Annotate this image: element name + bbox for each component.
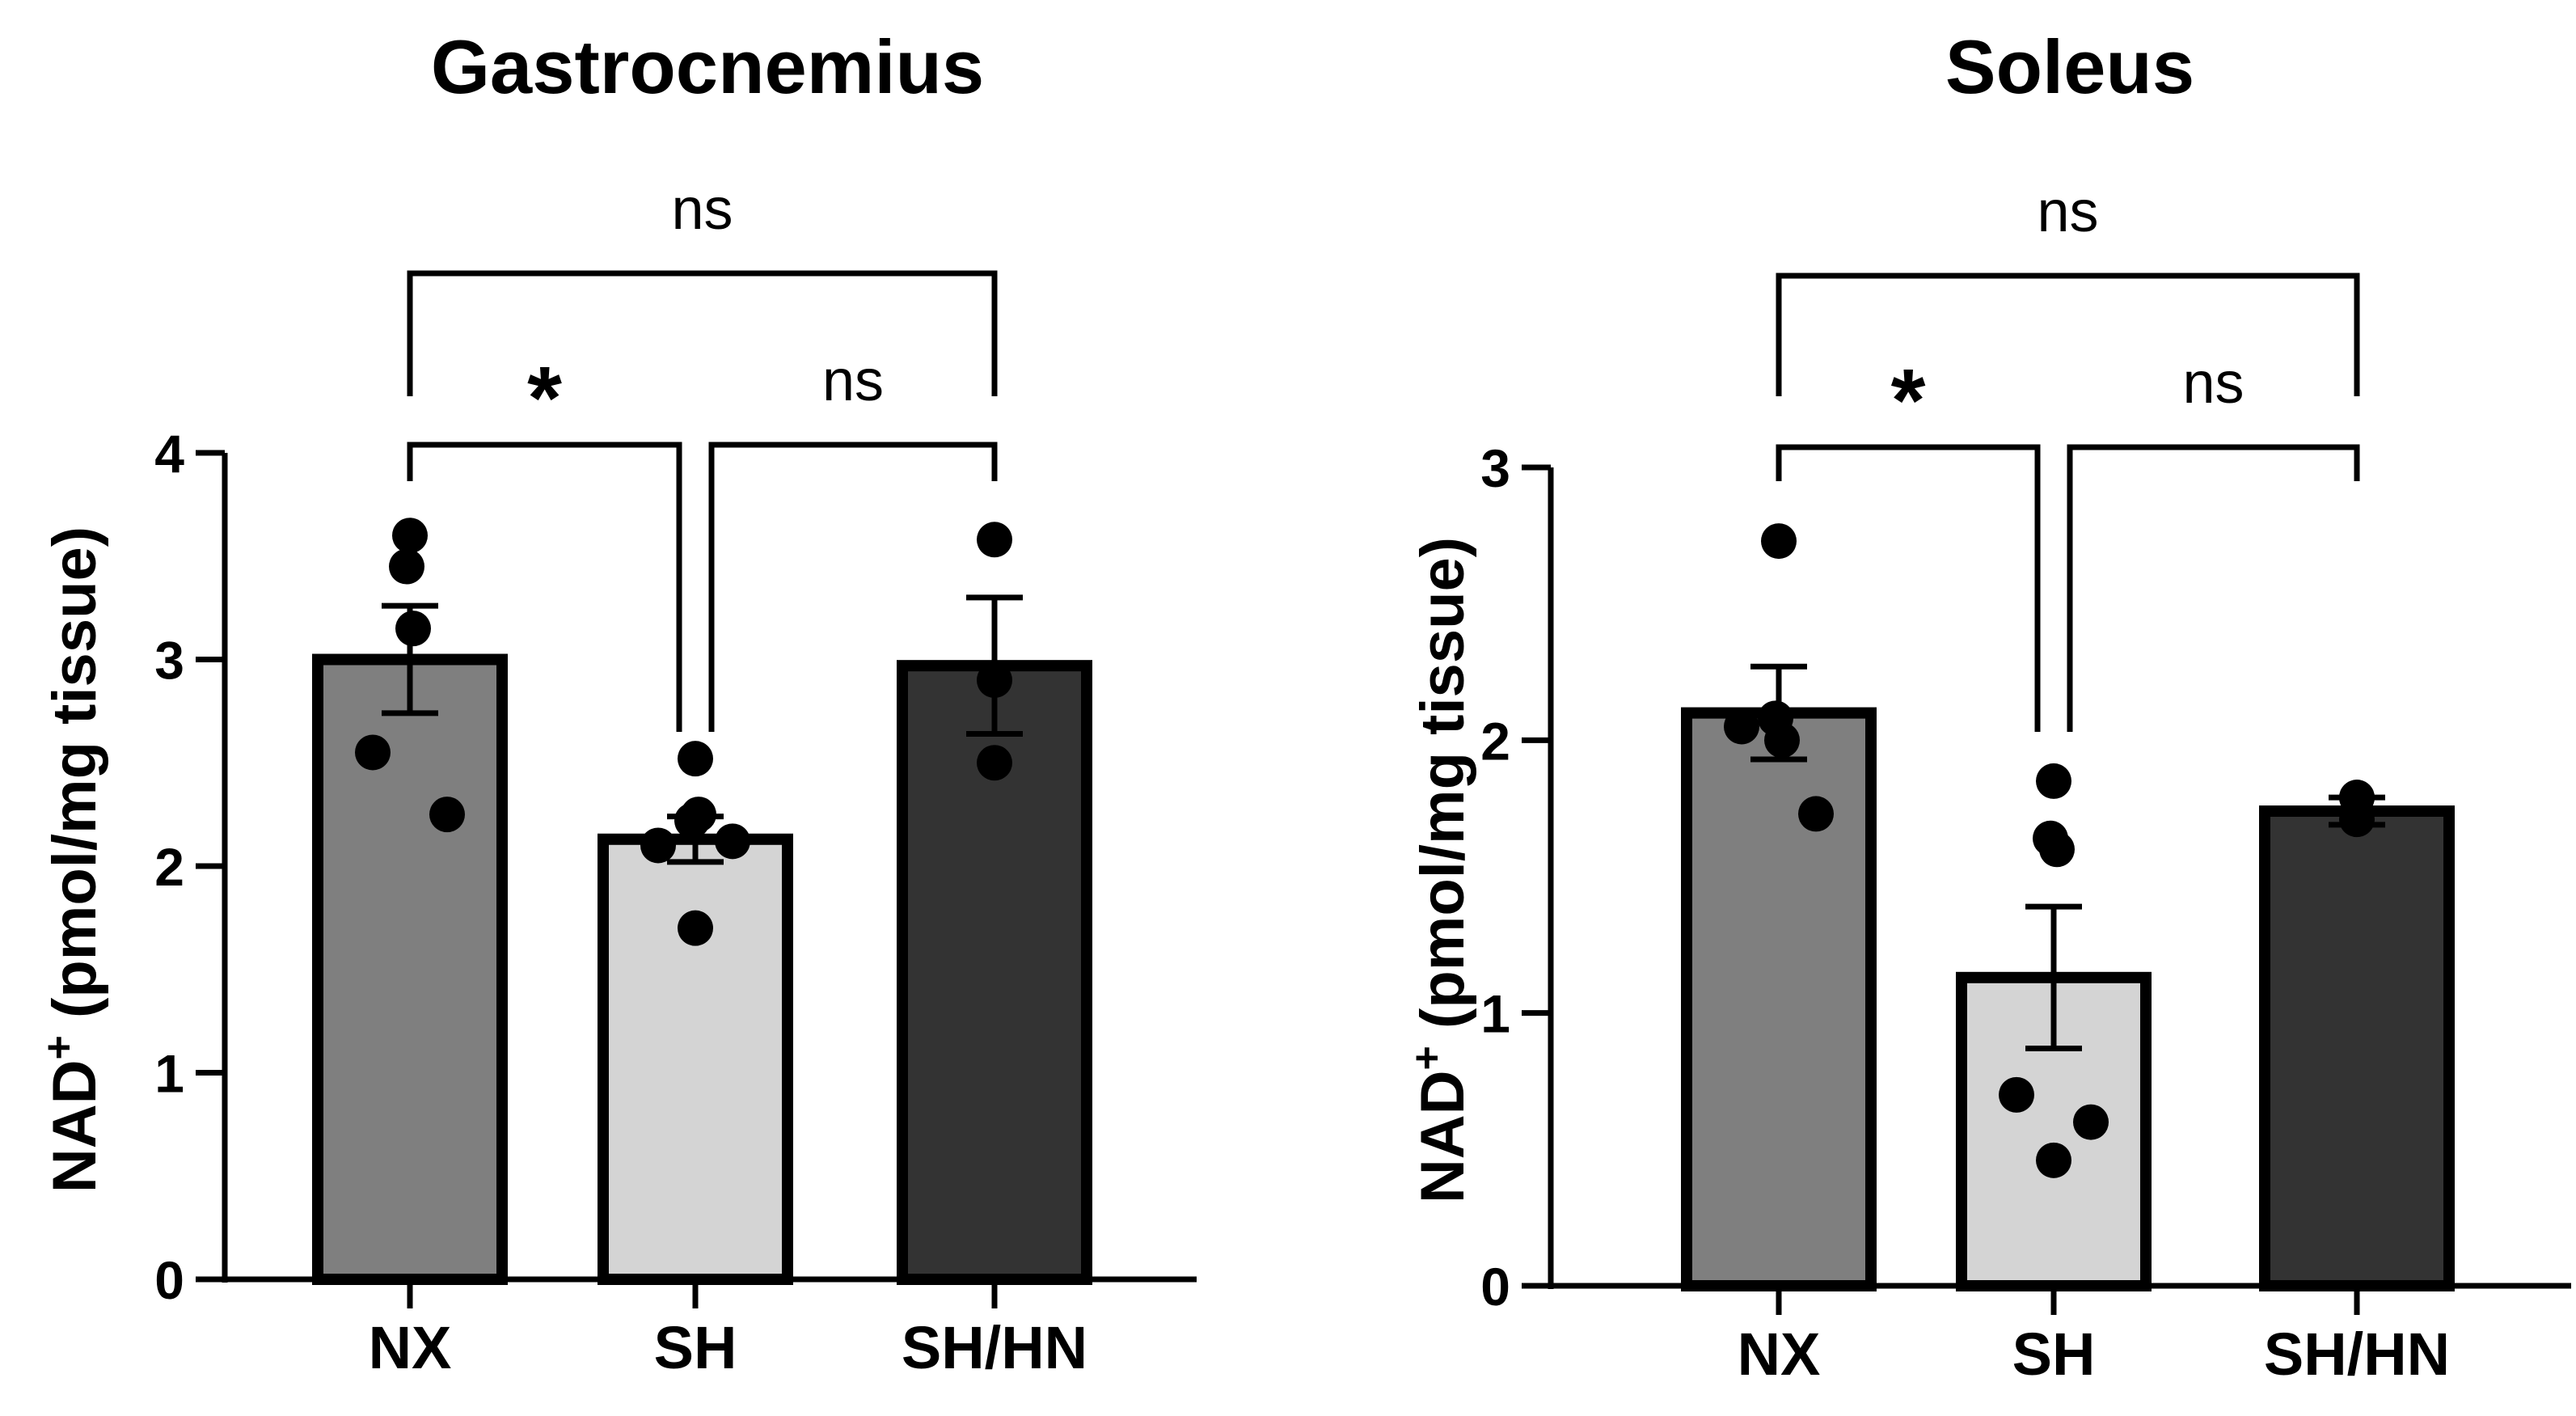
y-axis-label: NAD+ (pmol/mg tissue): [1404, 537, 1477, 1203]
y-axis-label-superscript: +: [1404, 1046, 1451, 1070]
y-tick-label: 3: [154, 631, 184, 691]
y-tick-label: 2: [1480, 711, 1510, 771]
significance-bracket: [1776, 444, 2041, 732]
significance-label: *: [1891, 351, 1926, 450]
bar-sh: [598, 833, 793, 1286]
x-tick-label: SH/HN: [2264, 1321, 2450, 1388]
data-point: [715, 823, 750, 860]
y-tick-label: 2: [154, 837, 184, 897]
bar-nx: [1681, 707, 1877, 1291]
data-point: [2036, 1142, 2071, 1178]
significance-label: ns: [822, 349, 884, 413]
data-point: [355, 734, 391, 771]
data-point: [640, 827, 676, 864]
significance-label: ns: [2037, 180, 2098, 244]
data-point: [2073, 1104, 2109, 1140]
data-point: [977, 662, 1012, 699]
data-point: [392, 518, 428, 554]
significance-label: ns: [2182, 351, 2244, 416]
x-tick-label: SH: [654, 1314, 737, 1381]
data-point: [1724, 708, 1759, 745]
x-tick-label: NX: [369, 1314, 452, 1381]
bar-sh-hn: [2259, 805, 2455, 1291]
y-tick-label: 1: [154, 1044, 184, 1104]
y-tick-label: 0: [154, 1250, 184, 1310]
data-point: [429, 797, 465, 833]
data-point: [977, 745, 1012, 781]
significance-label: *: [527, 349, 562, 448]
data-point: [2039, 831, 2075, 868]
significance-bracket: [708, 442, 998, 732]
significance-bracket: [1776, 273, 2360, 396]
data-point: [395, 611, 431, 647]
significance-bracket: [407, 270, 998, 396]
y-axis-label-superscript: +: [36, 1035, 82, 1059]
data-point: [678, 910, 713, 946]
chart-title: Soleus: [1945, 24, 2194, 109]
data-point: [678, 741, 713, 777]
y-axis-label-unit: (pmol/mg tissue): [1408, 537, 1477, 1046]
x-tick-label: NX: [1738, 1321, 1821, 1388]
data-point: [2036, 763, 2071, 799]
significance-bracket: [407, 442, 682, 732]
y-axis-label-main: NAD: [1408, 1070, 1477, 1203]
data-point: [1764, 722, 1800, 759]
data-point: [977, 522, 1012, 558]
x-tick-label: SH/HN: [902, 1314, 1087, 1381]
y-axis-label-main: NAD: [40, 1059, 109, 1193]
y-tick-label: 1: [1480, 984, 1510, 1044]
data-point: [681, 797, 716, 833]
significance-bracket: [2067, 444, 2360, 732]
significance-label: ns: [671, 177, 733, 242]
data-point: [1761, 523, 1797, 560]
data-point: [1999, 1076, 2034, 1113]
chart-title: Gastrocnemius: [431, 24, 984, 109]
x-tick-label: SH: [2012, 1321, 2096, 1388]
y-tick-label: 4: [154, 424, 184, 484]
bar-nx: [312, 653, 508, 1285]
y-axis-label-unit: (pmol/mg tissue): [40, 526, 109, 1035]
y-axis-label: NAD+ (pmol/mg tissue): [36, 526, 109, 1193]
y-tick-label: 3: [1480, 438, 1510, 498]
data-point: [2339, 801, 2375, 838]
data-point: [389, 548, 424, 585]
y-tick-label: 0: [1480, 1257, 1510, 1317]
data-point: [1798, 796, 1834, 832]
